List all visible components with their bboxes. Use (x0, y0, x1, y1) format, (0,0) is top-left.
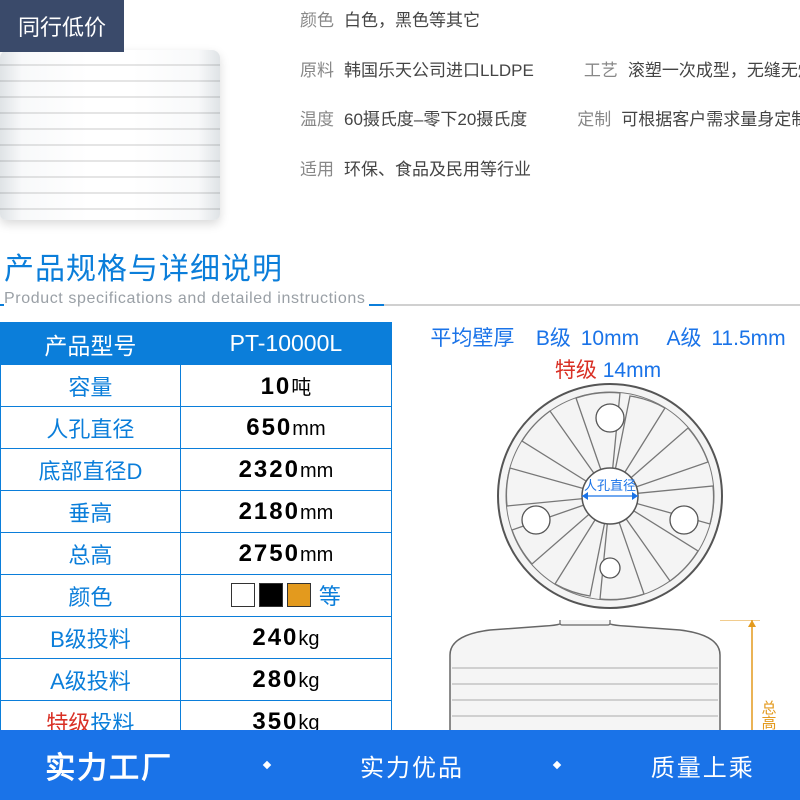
attr-key: 原料 (300, 58, 334, 84)
wall-thickness-spec: 平均壁厚 B级 10mm A级 11.5mm 特级 14mm (420, 322, 796, 384)
section-title: 产品规格与详细说明 Product specifications and det… (4, 238, 369, 308)
section-title-en: Product specifications and detailed inst… (4, 290, 365, 308)
divider-dot-icon (553, 761, 561, 769)
row-total-h-value: 2750mm (180, 533, 391, 575)
total-height-dim-label: 总高 (760, 700, 777, 730)
table-header-model-label: 产品型号 (1, 323, 181, 365)
bottom-sub-2: 质量上乘 (651, 748, 755, 783)
row-a-feed-value: 280kg (180, 659, 391, 701)
attr-key: 颜色 (300, 8, 334, 34)
attr-val: 韩国乐天公司进口LLDPE (344, 58, 534, 84)
row-vertical-h-value: 2180mm (180, 491, 391, 533)
attr-key: 工艺 (584, 58, 618, 84)
bottom-banner: 实力工厂 实力优品 质量上乘 (0, 730, 800, 800)
attr-val: 滚塑一次成型，无缝无焊 (628, 58, 800, 84)
row-bottom-d-label: 底部直径D (1, 449, 181, 491)
attr-val: 环保、食品及民用等行业 (344, 157, 531, 183)
product-tank-image (0, 50, 220, 220)
attr-key: 温度 (300, 107, 334, 133)
row-total-h-label: 总高 (1, 533, 181, 575)
row-bottom-d-value: 2320mm (180, 449, 391, 491)
tank-top-view-diagram: 人孔直径 (430, 378, 790, 613)
attr-key: 定制 (577, 107, 611, 133)
swatch-white-icon (231, 583, 255, 607)
attr-material: 原料 韩国乐天公司进口LLDPE (300, 58, 534, 84)
row-vertical-h-label: 垂高 (1, 491, 181, 533)
attr-val: 白色，黑色等其它 (344, 8, 480, 34)
attr-process: 工艺 滚塑一次成型，无缝无焊 (584, 58, 800, 84)
row-b-feed-label: B级投料 (1, 617, 181, 659)
row-b-feed-value: 240kg (180, 617, 391, 659)
manhole-dim-label: 人孔直径 (584, 478, 636, 493)
attr-color: 颜色 白色，黑色等其它 (300, 8, 480, 34)
attr-temperature: 温度 60摄氏度–零下20摄氏度 (300, 107, 527, 133)
row-a-feed-label: A级投料 (1, 659, 181, 701)
attribute-list: 颜色 白色，黑色等其它 原料 韩国乐天公司进口LLDPE 工艺 滚塑一次成型，无… (300, 8, 800, 206)
attr-key: 适用 (300, 157, 334, 183)
attr-custom: 定制 可根据客户需求量身定制 (577, 107, 800, 133)
row-manhole-label: 人孔直径 (1, 407, 181, 449)
section-title-zh: 产品规格与详细说明 (4, 244, 365, 288)
bottom-main-text: 实力工厂 (45, 743, 173, 787)
attr-application: 适用 环保、食品及民用等行业 (300, 157, 531, 183)
bottom-sub-1: 实力优品 (360, 748, 464, 783)
divider-dot-icon (262, 761, 270, 769)
attr-val: 60摄氏度–零下20摄氏度 (344, 107, 527, 133)
price-badge: 同行低价 (0, 0, 124, 52)
swatch-black-icon (259, 583, 283, 607)
row-color-value: 等 (180, 575, 391, 617)
swatch-orange-icon (287, 583, 311, 607)
attr-val: 可根据客户需求量身定制 (621, 107, 800, 133)
swatch-etc: 等 (319, 579, 341, 611)
row-capacity-label: 容量 (1, 365, 181, 407)
spec-table: 产品型号 PT-10000L 容量 10吨 人孔直径 650mm 底部直径D 2… (0, 322, 392, 743)
row-manhole-value: 650mm (180, 407, 391, 449)
row-capacity-value: 10吨 (180, 365, 391, 407)
table-header-model-value: PT-10000L (180, 323, 391, 365)
row-color-label: 颜色 (1, 575, 181, 617)
